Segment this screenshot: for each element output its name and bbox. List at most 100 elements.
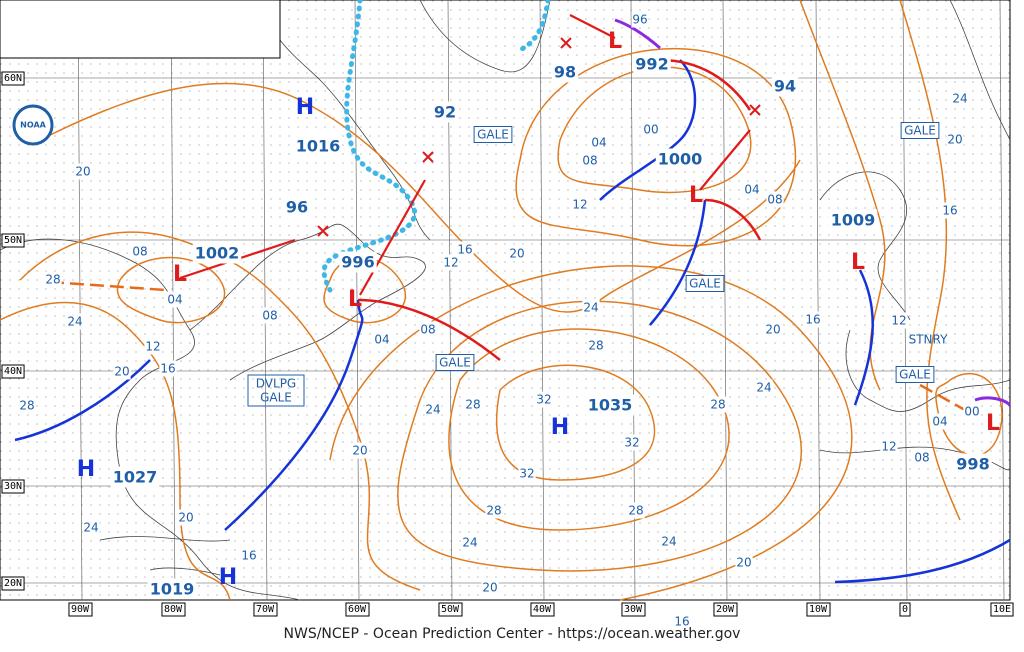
warning-label: GALE — [260, 391, 292, 405]
isobar-label-box — [177, 509, 195, 526]
isobar-label-box — [74, 163, 92, 180]
logo-circle — [12, 104, 54, 146]
isobar-label: 24 — [83, 521, 98, 535]
isobar-label-box — [159, 360, 177, 377]
longitude-label-box — [161, 602, 186, 617]
map-border — [0, 0, 1011, 601]
pressure-value-box — [585, 394, 635, 416]
footer: NWS/NCEP - Ocean Prediction Center - htt… — [284, 626, 741, 642]
isobar-label: 28 — [19, 399, 34, 413]
isobar-label-box — [481, 579, 499, 596]
isobar-label: 24 — [462, 536, 477, 550]
latitude-label-box — [1, 233, 25, 248]
low-center: L — [689, 183, 703, 208]
isobar-label: 08 — [767, 193, 782, 207]
isobar-label-box — [890, 312, 908, 329]
isobar-label-box — [464, 396, 482, 413]
isobar-label-box — [642, 121, 660, 138]
isobar-label-box — [946, 131, 964, 148]
pressure-value: 96 — [286, 198, 308, 217]
pressure-value: 998 — [956, 455, 989, 474]
longitude-label-box — [806, 602, 831, 617]
longitude-label: 80W — [164, 604, 183, 615]
pressure-value-box — [283, 196, 311, 218]
pressure-value: 1016 — [296, 137, 341, 156]
longitude-label-box — [438, 602, 463, 617]
isobar-label: 12 — [145, 340, 160, 354]
isobar-label-box — [931, 413, 949, 430]
low-center: L — [608, 29, 622, 54]
isobar-label-box — [456, 241, 474, 258]
pressure-value-box — [828, 209, 878, 231]
isobar-label: 32 — [536, 393, 551, 407]
pressure-value-box — [633, 53, 671, 75]
isobar-label-box — [485, 502, 503, 519]
longitude-label: 50W — [441, 604, 460, 615]
pressure-value-box — [551, 61, 579, 83]
isobar-label: 04 — [591, 136, 606, 150]
pressure-value: 1000 — [658, 150, 703, 169]
longitude-line — [354, 0, 360, 601]
warning-label: GALE — [439, 356, 471, 370]
isobar-label-box — [144, 338, 162, 355]
longitude-label-box — [990, 602, 1014, 617]
isobar-label-box — [582, 299, 600, 316]
isobar-label-box — [166, 291, 184, 308]
isobar-label: 20 — [509, 247, 524, 261]
longitude-label-box — [713, 602, 738, 617]
longitude-label-box — [899, 602, 911, 617]
isobar-label: 12 — [891, 314, 906, 328]
isobar-label: 32 — [624, 436, 639, 450]
isobar-label-box — [660, 533, 678, 550]
warning-label-box — [685, 275, 725, 292]
longitude-line — [815, 0, 821, 601]
isobar-label: 16 — [942, 204, 957, 218]
isobar-label-box — [373, 331, 391, 348]
warning-label-box — [473, 126, 513, 143]
pressure-value-box — [147, 578, 197, 600]
latitude-label: 60N — [4, 73, 22, 84]
isobar-label: 20 — [114, 365, 129, 379]
latitude-label-box — [1, 479, 25, 494]
isobar-label-box — [82, 519, 100, 536]
isobar-label-box — [880, 438, 898, 455]
isobar-label: 12 — [572, 198, 587, 212]
isobar-label: 20 — [765, 323, 780, 337]
isobar-label: 16 — [805, 313, 820, 327]
isobar-label: 04 — [744, 183, 759, 197]
isobar-label: 08 — [262, 309, 277, 323]
pressure-value-box — [192, 242, 242, 264]
pressure-value: 1035 — [588, 396, 633, 415]
pressure-value: 1019 — [150, 580, 195, 599]
longitude-label: 30W — [624, 604, 643, 615]
longitude-line — [902, 0, 908, 601]
isobar-label: 08 — [914, 451, 929, 465]
isobar-label: 20 — [736, 556, 751, 570]
isobar-label-box — [442, 254, 460, 271]
warning-label: GALE — [477, 128, 509, 142]
isobar-label-box — [963, 403, 981, 420]
pressure-value: 1002 — [195, 244, 240, 263]
longitude-label: 0 — [902, 604, 908, 615]
isobar-label: 20 — [947, 133, 962, 147]
isobar-label-box — [424, 401, 442, 418]
longitude-label: 70W — [256, 604, 275, 615]
isobar-label-box — [571, 196, 589, 213]
pressure-value: 996 — [341, 253, 374, 272]
isobar-label-box — [261, 307, 279, 324]
warning-label-box — [895, 366, 935, 383]
isobar-label-box — [461, 534, 479, 551]
longitude-label-box — [621, 602, 646, 617]
isobar-label: 08 — [132, 245, 147, 259]
longitude-label: 90W — [71, 604, 90, 615]
longitude-label: 10E — [993, 604, 1011, 615]
isobar-label: 04 — [932, 415, 947, 429]
map-labels: 96-HOUR SURFACE FORECASTISSUED: 14:29 UT… — [1, 1, 1014, 629]
longitude-line — [630, 0, 636, 601]
isobar-label-box — [709, 396, 727, 413]
warning-label-box — [900, 122, 940, 139]
latitude-label-box — [1, 364, 25, 379]
warning-label: GALE — [899, 368, 931, 382]
isobar-label: 20 — [178, 511, 193, 525]
latitude-label-box — [1, 71, 25, 86]
